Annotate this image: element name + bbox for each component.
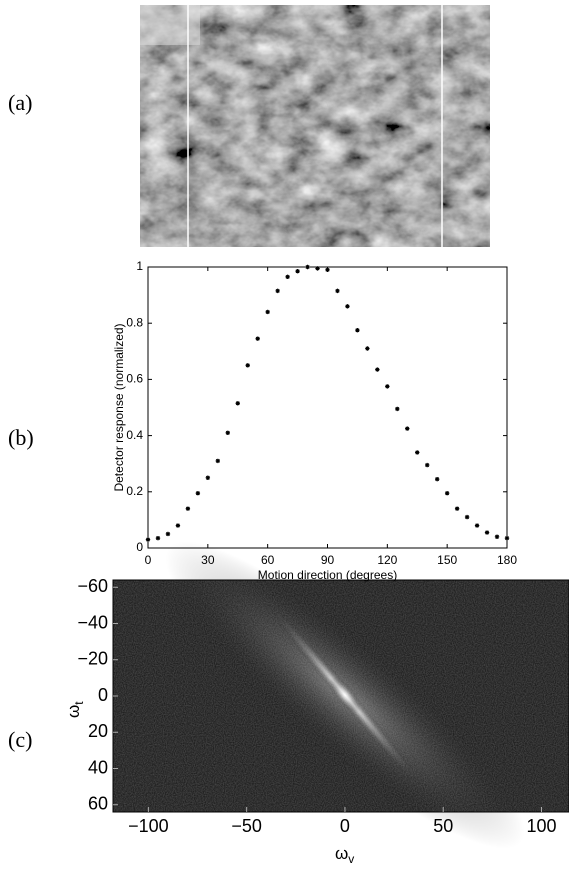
- data-point: [205, 475, 211, 480]
- y-tick-label: 1: [136, 259, 143, 273]
- data-point: [385, 384, 390, 389]
- y-axis-label-symbol: ω: [64, 705, 83, 718]
- y-tick-label: −40: [77, 612, 108, 632]
- data-point: [405, 426, 410, 431]
- x-tick-label: 0: [340, 816, 350, 836]
- data-point: [365, 346, 370, 351]
- x-tick-label: 0: [145, 553, 152, 567]
- y-tick-label: 0: [98, 685, 108, 705]
- data-point: [395, 406, 400, 412]
- data-point: [215, 458, 221, 464]
- panel-label: (b): [8, 425, 34, 450]
- data-point: [375, 367, 380, 372]
- data-point: [345, 304, 350, 309]
- y-tick-label: −20: [77, 649, 108, 669]
- data-point: [245, 363, 250, 368]
- y-axis-label: ωt: [64, 701, 86, 718]
- y-tick-label: 0.6: [126, 372, 143, 386]
- heatmap-grain: [113, 580, 569, 812]
- data-point: [425, 462, 430, 468]
- photo-foliage: [140, 5, 490, 247]
- x-axis-label: Motion direction (degrees): [258, 568, 397, 582]
- data-point: [285, 274, 290, 280]
- x-axis-label: ωv: [335, 844, 354, 866]
- data-point: [504, 535, 510, 541]
- data-point: [494, 534, 500, 539]
- data-point: [474, 523, 480, 528]
- x-tick-label: 30: [201, 553, 215, 567]
- data-point: [225, 430, 230, 435]
- data-point: [315, 266, 320, 271]
- data-point: [325, 267, 330, 273]
- x-tick-label: 50: [433, 816, 453, 836]
- data-point: [444, 491, 450, 496]
- data-point: [355, 328, 360, 333]
- y-tick-label: 40: [88, 757, 108, 777]
- data-point: [155, 535, 161, 541]
- y-tick-label: 20: [88, 721, 108, 741]
- photo-wall: [140, 5, 200, 45]
- y-tick-label: 60: [88, 794, 108, 814]
- data-point: [295, 269, 300, 274]
- plot-frame: [147, 266, 508, 549]
- data-point: [454, 506, 460, 511]
- y-tick-label: 0.2: [126, 484, 143, 498]
- photo: [140, 5, 490, 247]
- data-point: [335, 288, 340, 294]
- data-point: [255, 336, 260, 341]
- panel-label: (c): [8, 727, 32, 752]
- x-axis-label-subscript: v: [348, 852, 354, 866]
- data-point: [434, 476, 440, 482]
- data-point: [235, 401, 240, 406]
- y-axis-label-subscript: t: [72, 701, 86, 705]
- x-tick-label: −50: [231, 816, 262, 836]
- data-point: [415, 450, 420, 455]
- x-tick-label: 100: [526, 816, 556, 836]
- data-point: [275, 288, 280, 294]
- data-point: [145, 537, 151, 542]
- x-tick-label: −100: [128, 816, 169, 836]
- data-point: [305, 264, 310, 270]
- y-tick-label: 0.8: [126, 315, 143, 329]
- x-tick-label: 150: [437, 553, 457, 567]
- panel-label: (a): [8, 90, 32, 115]
- x-axis-label-symbol: ω: [335, 844, 348, 863]
- data-point: [165, 531, 171, 537]
- x-tick-label: 120: [377, 553, 397, 567]
- data-point: [185, 506, 191, 511]
- data-point: [265, 309, 270, 315]
- data-point: [195, 491, 201, 496]
- data-point: [484, 530, 490, 535]
- heatmap: [113, 541, 569, 849]
- x-tick-label: 90: [321, 553, 335, 567]
- x-tick-label: 180: [497, 553, 517, 567]
- y-axis-label: Detector response (normalized): [112, 323, 126, 491]
- y-tick-label: −60: [77, 576, 108, 596]
- x-tick-label: 60: [261, 553, 275, 567]
- data-point: [175, 523, 181, 528]
- data-point: [464, 514, 470, 520]
- y-tick-label: 0: [136, 540, 143, 554]
- y-tick-label: 0.4: [126, 428, 143, 442]
